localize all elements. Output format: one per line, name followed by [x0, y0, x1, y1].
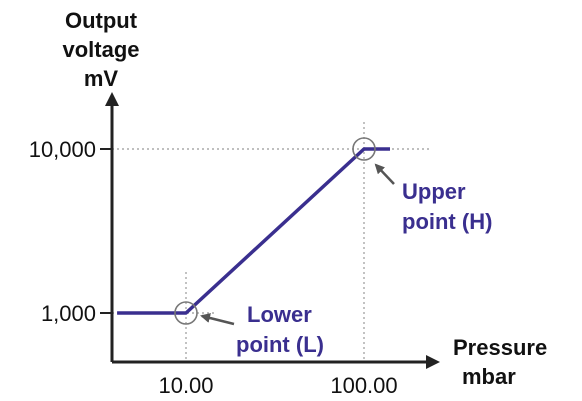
x-tick-label-10: 10.00 — [158, 373, 213, 398]
x-tick-label-100: 100.00 — [330, 373, 397, 398]
upper-point-marker — [352, 137, 376, 161]
x-axis-title-line-2: mbar — [462, 364, 516, 389]
upper-point-arrow — [374, 163, 395, 185]
y-axis-title-line-2: voltage — [62, 37, 139, 62]
lower-point-label-line-1: Lower — [247, 302, 312, 327]
lower-point-arrow — [200, 313, 235, 326]
x-axis-title-line-1: Pressure — [453, 335, 547, 360]
lower-point-label-line-2: point (L) — [236, 332, 324, 357]
upper-point-label-line-2: point (H) — [402, 209, 492, 234]
series-line — [117, 147, 390, 315]
x-axis-arrowhead — [426, 355, 440, 369]
y-tick-label-10000: 10,000 — [29, 137, 96, 162]
lower-point-marker — [174, 301, 198, 325]
y-axis-title-line-3: mV — [84, 66, 119, 91]
y-axis-title-line-1: Output — [65, 8, 138, 33]
y-axis-arrowhead — [105, 92, 119, 106]
upper-point-label-line-1: Upper — [402, 179, 466, 204]
y-tick-label-1000: 1,000 — [41, 301, 96, 326]
